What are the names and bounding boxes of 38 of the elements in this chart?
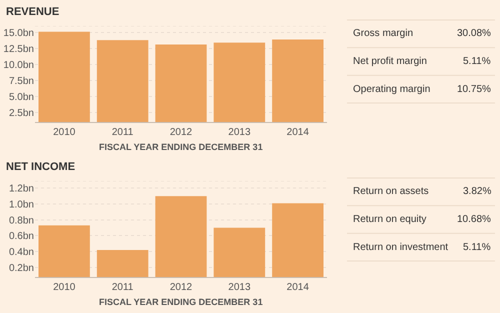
text: 3.82% <box>463 186 492 197</box>
y-tick-label: 1.0bn <box>8 200 34 211</box>
y-tick-label: 0.4bn <box>8 247 34 258</box>
text: Net profit margin <box>353 56 427 67</box>
y-tick-label: 7.5bn <box>8 76 34 87</box>
x-tick-label: 2012 <box>170 282 193 293</box>
text: Operating margin <box>353 84 430 95</box>
text: Gross margin <box>353 28 414 39</box>
y-tick-label: 0.2bn <box>8 262 34 274</box>
x-tick-label: 2010 <box>53 282 76 293</box>
x-tick-label: 2013 <box>228 282 251 293</box>
y-tick-label: 0.6bn <box>8 231 34 242</box>
x-tick-label: 2011 <box>112 282 134 293</box>
text: Return on assets <box>353 186 429 197</box>
text: 5.11% <box>463 56 491 67</box>
x-tick-label: 2011 <box>112 127 134 138</box>
x-axis-title: FISCAL YEAR ENDING DECEMBER 31 <box>99 142 263 152</box>
y-tick-label: 12.5bn <box>3 44 34 55</box>
text: 5.11% <box>463 242 491 253</box>
y-tick-label: 15.0bn <box>3 28 34 39</box>
text: 30.08% <box>457 28 492 39</box>
y-tick-label: 5.0bn <box>8 92 34 103</box>
x-axis-title: FISCAL YEAR ENDING DECEMBER 31 <box>99 297 263 307</box>
x-tick-label: 2014 <box>286 127 310 138</box>
y-tick-label: 10.0bn <box>3 60 34 71</box>
text: 10.68% <box>457 214 492 225</box>
chart-title: REVENUE <box>6 6 60 18</box>
chart-title: NET INCOME <box>6 161 76 173</box>
y-tick-label: 1.2bn <box>8 184 34 195</box>
text: 10.75% <box>457 84 492 95</box>
x-tick-label: 2010 <box>53 127 76 138</box>
y-tick-label: 0.8bn <box>8 215 34 226</box>
text: Return on investment <box>353 242 448 253</box>
x-tick-label: 2012 <box>170 127 193 138</box>
text: Return on equity <box>353 214 426 225</box>
x-tick-label: 2013 <box>228 127 251 138</box>
x-tick-label: 2014 <box>286 282 310 293</box>
y-tick-label: 2.5bn <box>8 108 34 119</box>
